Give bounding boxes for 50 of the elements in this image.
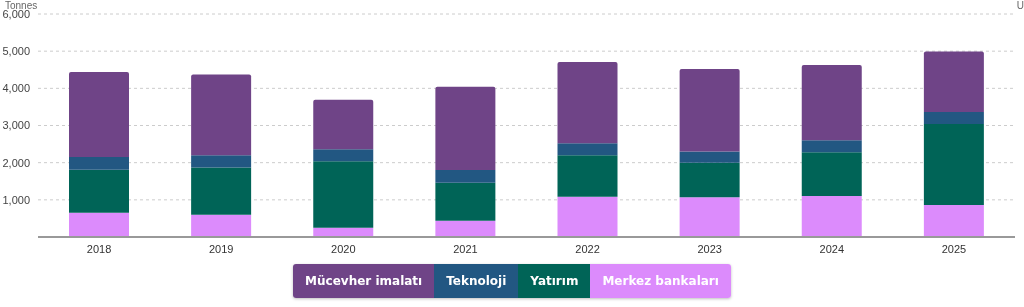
bar [557,61,618,144]
x-tick-label: 2019 [208,242,234,255]
bar [801,64,862,141]
bar [313,149,374,162]
bar [435,220,496,237]
bar [191,155,252,168]
bar [191,74,252,156]
bar [923,205,984,237]
bar [313,161,374,228]
text: Merkez bankaları [590,264,731,298]
bar [191,214,252,237]
bar [435,182,496,221]
bar [435,86,496,171]
text: U [1016,0,1024,11]
bar [801,140,862,153]
text: Yatırım [518,264,591,298]
y-tick-label: 2,000 [2,156,30,169]
bar [435,170,496,183]
bar [801,152,862,197]
y-tick-label: 4,000 [2,82,30,95]
bar [557,155,618,197]
text: Mücevher imalatı [293,264,435,298]
bar [679,69,740,152]
bar [801,196,862,237]
bar [557,143,618,156]
bar [191,167,252,215]
x-tick-label: 2025 [941,242,967,255]
bar [679,197,740,237]
bar [69,169,129,213]
bar [923,51,984,113]
x-tick-label: 2018 [86,242,112,255]
x-tick-label: 2021 [453,242,478,255]
y-tick-label: 5,000 [2,45,30,58]
bar [679,151,740,163]
bar [69,71,129,158]
text: Teknoloji [434,264,519,298]
bar [923,112,984,125]
y-axis-title: Tonnes [5,0,38,11]
bar [69,157,129,170]
y-tick-label: 1,000 [2,193,30,206]
bar [313,99,374,150]
x-tick-label: 2020 [331,242,356,255]
y-tick-label: 3,000 [2,119,30,132]
bar [69,212,129,237]
x-tick-label: 2023 [697,242,722,255]
bar [923,124,984,206]
x-tick-label: 2022 [575,242,600,255]
bar [557,196,618,237]
bar [679,162,740,198]
x-tick-label: 2024 [819,242,845,255]
